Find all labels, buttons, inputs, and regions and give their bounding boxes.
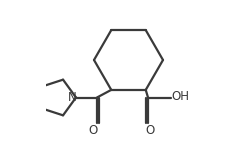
Text: N: N [68,91,77,104]
Text: O: O [89,124,98,138]
Text: OH: OH [171,90,189,103]
Text: O: O [145,124,154,138]
